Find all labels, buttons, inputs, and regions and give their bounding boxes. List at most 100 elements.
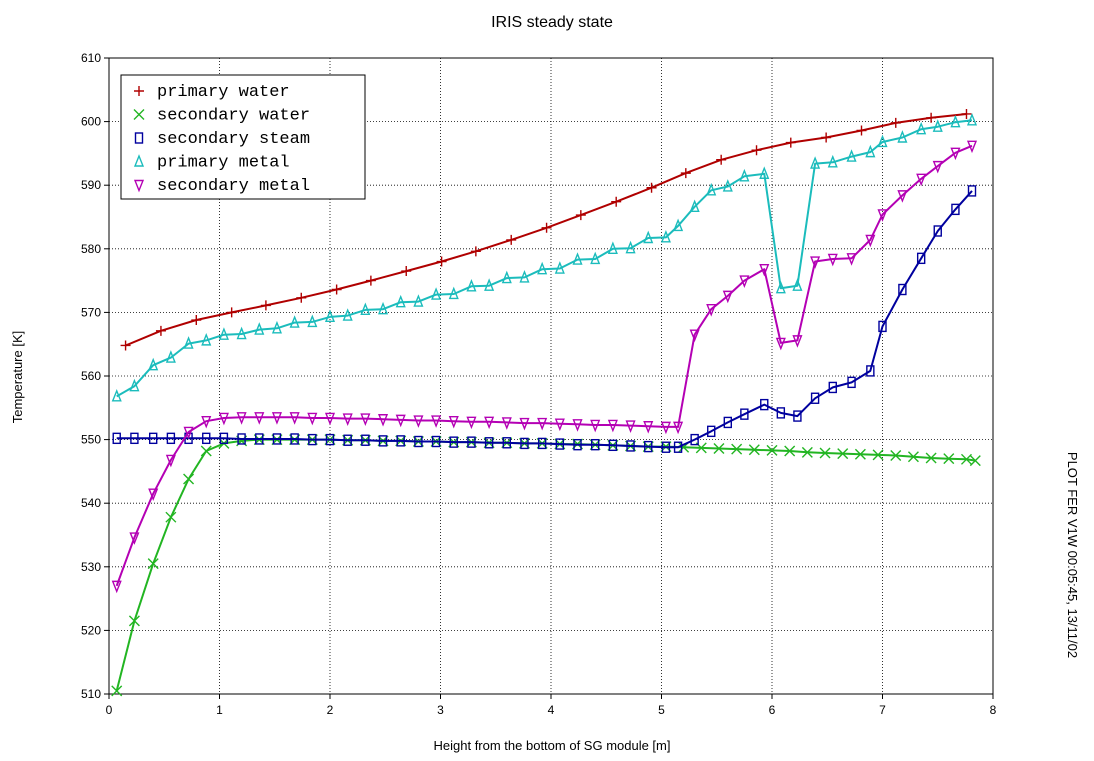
- x-tick-label: 7: [879, 703, 886, 717]
- point-marker-triangle-down: [590, 419, 601, 433]
- point-marker-square: [112, 432, 121, 445]
- point-marker-triangle-down: [689, 329, 700, 343]
- point-marker-triangle-up: [897, 130, 908, 143]
- point-marker-triangle-up: [950, 114, 961, 128]
- point-marker-triangle-down: [111, 580, 122, 594]
- point-marker-square: [414, 435, 423, 448]
- point-marker-triangle-down: [607, 419, 618, 433]
- point-marker-square: [290, 433, 299, 445]
- point-marker-triangle-up: [865, 144, 876, 158]
- point-marker-x: [872, 449, 884, 461]
- point-marker-square: [166, 432, 176, 445]
- point-marker-triangle-down: [643, 421, 654, 434]
- point-marker-square: [484, 437, 494, 449]
- point-marker-triangle-up: [183, 336, 194, 349]
- point-marker-triangle-down: [950, 147, 961, 161]
- point-marker-x: [748, 444, 760, 456]
- point-marker-square: [573, 438, 582, 451]
- point-marker-square: [361, 434, 370, 446]
- point-marker-triangle-down: [413, 415, 424, 428]
- legend-label: secondary water: [157, 107, 310, 126]
- point-marker-triangle-down: [739, 275, 750, 288]
- point-marker-triangle-down: [660, 421, 671, 435]
- series-primary-water: [120, 108, 972, 351]
- x-tick-label: 1: [216, 703, 223, 717]
- point-marker-plus: [646, 182, 657, 193]
- point-marker-square: [644, 440, 653, 453]
- point-marker-plus: [716, 154, 727, 165]
- series-secondary-metal: [111, 140, 978, 594]
- point-marker-triangle-down: [236, 412, 247, 425]
- point-marker-triangle-up: [827, 154, 838, 168]
- point-marker-plus: [541, 222, 552, 233]
- point-marker-triangle-up: [129, 378, 140, 392]
- point-marker-plus: [260, 300, 271, 311]
- point-marker-square: [591, 438, 600, 451]
- point-marker-triangle-down: [877, 209, 888, 222]
- point-marker-square: [130, 432, 139, 445]
- point-marker-triangle-up: [484, 278, 495, 291]
- point-marker-square: [723, 416, 732, 429]
- series-line: [115, 438, 976, 692]
- point-marker-triangle-down: [673, 421, 684, 435]
- y-axis-label: Temperature [K]: [10, 331, 25, 424]
- point-marker-triangle-up: [916, 121, 927, 135]
- point-marker-triangle-up: [722, 179, 733, 192]
- legend-label: primary water: [157, 83, 290, 102]
- point-marker-triangle-up: [673, 218, 684, 232]
- point-marker-triangle-down: [431, 415, 442, 428]
- point-marker-square: [148, 432, 158, 445]
- point-marker-plus: [331, 284, 342, 295]
- point-marker-square: [933, 225, 942, 237]
- point-marker-triangle-down: [827, 253, 838, 267]
- point-marker-triangle-up: [625, 240, 636, 254]
- point-marker-triangle-up: [689, 199, 700, 213]
- point-marker-square: [343, 434, 352, 446]
- point-marker-x: [713, 443, 725, 454]
- point-marker-triangle-down: [759, 263, 770, 277]
- point-marker-plus: [401, 266, 412, 277]
- point-marker-triangle-up: [846, 149, 857, 162]
- x-tick-label: 5: [658, 703, 665, 717]
- point-marker-triangle-down: [554, 418, 565, 432]
- point-marker-square: [608, 439, 618, 452]
- y-tick-label: 550: [81, 433, 101, 447]
- legend: primary water secondary water secondary st…: [120, 74, 366, 200]
- point-marker-triangle-up: [554, 261, 565, 274]
- point-marker-square: [467, 436, 476, 448]
- point-marker-triangle-down: [395, 414, 406, 428]
- point-marker-square: [878, 320, 887, 333]
- point-marker-triangle-up: [877, 134, 888, 148]
- point-marker-plus: [821, 132, 832, 143]
- series-secondary-water: [111, 434, 981, 697]
- point-marker-plus: [506, 234, 517, 245]
- point-marker-triangle-up: [165, 350, 176, 363]
- point-marker-triangle-down: [289, 412, 300, 425]
- point-marker-triangle-down: [448, 415, 459, 429]
- point-marker-x: [854, 448, 866, 460]
- point-marker-plus: [296, 292, 307, 303]
- point-marker-plus: [856, 125, 867, 136]
- point-marker-triangle-down: [519, 417, 530, 431]
- point-marker-triangle-up: [590, 251, 601, 265]
- y-tick-label: 600: [81, 115, 101, 129]
- chart-title: IRIS steady state: [491, 14, 613, 31]
- x-tick-label: 8: [990, 703, 997, 717]
- point-marker-square: [740, 408, 749, 420]
- point-marker-x: [960, 453, 972, 465]
- point-marker-plus: [575, 210, 586, 221]
- point-marker-triangle-up: [324, 309, 336, 323]
- point-marker-triangle-up: [342, 308, 353, 321]
- point-marker-square: [951, 203, 960, 216]
- x-tick-label: 4: [548, 703, 555, 717]
- point-marker-triangle-down: [271, 412, 282, 425]
- point-marker-x: [183, 473, 195, 485]
- point-marker-triangle-up: [660, 229, 671, 243]
- legend-marker: [133, 154, 145, 167]
- axis-ticks: 0 1 2 3 4 5 6 7 8 510 520 530 540 550 560 570 580 590 600 6…: [81, 51, 997, 717]
- point-marker-square: [916, 252, 926, 265]
- point-marker-triangle-up: [218, 327, 229, 340]
- point-marker-triangle-down: [865, 234, 876, 248]
- point-marker-triangle-up: [378, 301, 389, 315]
